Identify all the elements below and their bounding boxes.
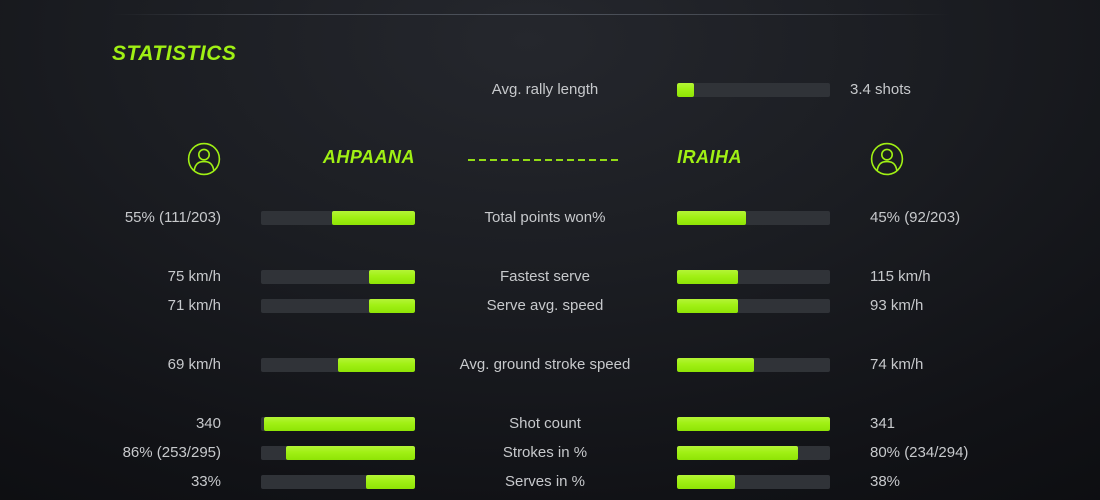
avg-rally-length-label: Avg. rally length	[425, 81, 665, 99]
left-player-bar	[261, 270, 415, 284]
right-player-bar	[677, 446, 830, 460]
stat-label: Shot count	[425, 415, 665, 433]
stat-row: 86% (253/295) Strokes in % 80% (234/294)	[0, 446, 1100, 460]
user-avatar-icon[interactable]	[186, 141, 222, 177]
right-player-bar	[677, 475, 830, 489]
right-player-value: 93 km/h	[870, 297, 1085, 315]
right-player-name: IRAIHA	[677, 146, 897, 168]
right-player-bar-fill	[677, 299, 738, 313]
stat-label: Total points won%	[425, 209, 665, 227]
right-player-bar-fill	[677, 270, 738, 284]
left-player-bar-fill	[332, 211, 415, 225]
right-player-value: 45% (92/203)	[870, 209, 1085, 227]
stat-row: 71 km/h Serve avg. speed 93 km/h	[0, 299, 1100, 313]
stat-row: 75 km/h Fastest serve 115 km/h	[0, 270, 1100, 284]
left-player-value: 55% (111/203)	[20, 209, 221, 227]
avg-rally-length-value: 3.4 shots	[850, 81, 1070, 99]
right-player-bar-fill	[677, 211, 746, 225]
page-title: STATISTICS	[112, 42, 236, 66]
left-player-bar-fill	[366, 475, 415, 489]
top-divider	[112, 14, 950, 15]
left-player-name: AHPAANA	[261, 146, 415, 168]
right-player-bar	[677, 358, 830, 372]
right-player-value: 341	[870, 415, 1085, 433]
right-player-bar-fill	[677, 358, 754, 372]
stat-row: 55% (111/203) Total points won% 45% (92/…	[0, 211, 1100, 225]
right-player-bar	[677, 417, 830, 431]
stat-row: 69 km/h Avg. ground stroke speed 74 km/h	[0, 358, 1100, 372]
left-player-bar-fill	[369, 270, 415, 284]
left-player-bar-fill	[286, 446, 415, 460]
avg-rally-length-bar	[677, 83, 830, 97]
right-player-value: 38%	[870, 473, 1085, 491]
left-player-bar	[261, 211, 415, 225]
left-player-bar	[261, 475, 415, 489]
stat-label: Serve avg. speed	[425, 297, 665, 315]
stat-label: Avg. ground stroke speed	[425, 356, 665, 374]
right-player-value: 74 km/h	[870, 356, 1085, 374]
left-player-value: 71 km/h	[20, 297, 221, 315]
left-player-bar	[261, 417, 415, 431]
right-player-bar	[677, 211, 830, 225]
left-player-bar-fill	[338, 358, 415, 372]
left-player-bar-fill	[369, 299, 415, 313]
stat-label: Fastest serve	[425, 268, 665, 286]
stat-label: Strokes in %	[425, 444, 665, 462]
avg-rally-length-bar-fill	[677, 83, 694, 97]
left-player-value: 69 km/h	[20, 356, 221, 374]
right-player-value: 115 km/h	[870, 268, 1085, 286]
left-player-value: 33%	[20, 473, 221, 491]
stat-row: 33% Serves in % 38%	[0, 475, 1100, 489]
stat-label: Serves in %	[425, 473, 665, 491]
user-avatar-icon[interactable]	[869, 141, 905, 177]
right-player-bar-fill	[677, 446, 798, 460]
right-player-bar-fill	[677, 475, 735, 489]
right-player-bar-fill	[677, 417, 830, 431]
statistics-panel: STATISTICS Avg. rally length 3.4 shots A…	[0, 0, 1100, 500]
left-player-bar	[261, 299, 415, 313]
left-player-value: 340	[20, 415, 221, 433]
left-player-bar	[261, 446, 415, 460]
left-player-value: 75 km/h	[20, 268, 221, 286]
right-player-bar	[677, 299, 830, 313]
left-player-bar-fill	[264, 417, 415, 431]
left-player-value: 86% (253/295)	[20, 444, 221, 462]
right-player-value: 80% (234/294)	[870, 444, 1085, 462]
players-dashed-separator	[468, 159, 620, 161]
left-player-bar	[261, 358, 415, 372]
stat-row: 340 Shot count 341	[0, 417, 1100, 431]
right-player-bar	[677, 270, 830, 284]
